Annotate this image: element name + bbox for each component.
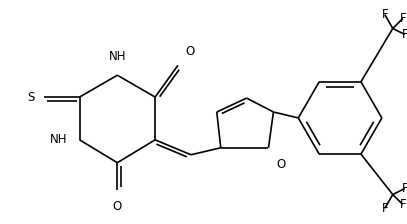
Text: O: O <box>276 158 286 171</box>
Text: F: F <box>381 202 388 215</box>
Text: F: F <box>399 198 406 211</box>
Text: F: F <box>401 182 407 195</box>
Text: NH: NH <box>50 133 68 146</box>
Text: O: O <box>185 45 194 58</box>
Text: NH: NH <box>109 50 126 63</box>
Text: F: F <box>399 12 406 25</box>
Text: F: F <box>381 8 388 21</box>
Text: F: F <box>401 28 407 41</box>
Text: O: O <box>113 200 122 213</box>
Text: S: S <box>27 90 35 103</box>
